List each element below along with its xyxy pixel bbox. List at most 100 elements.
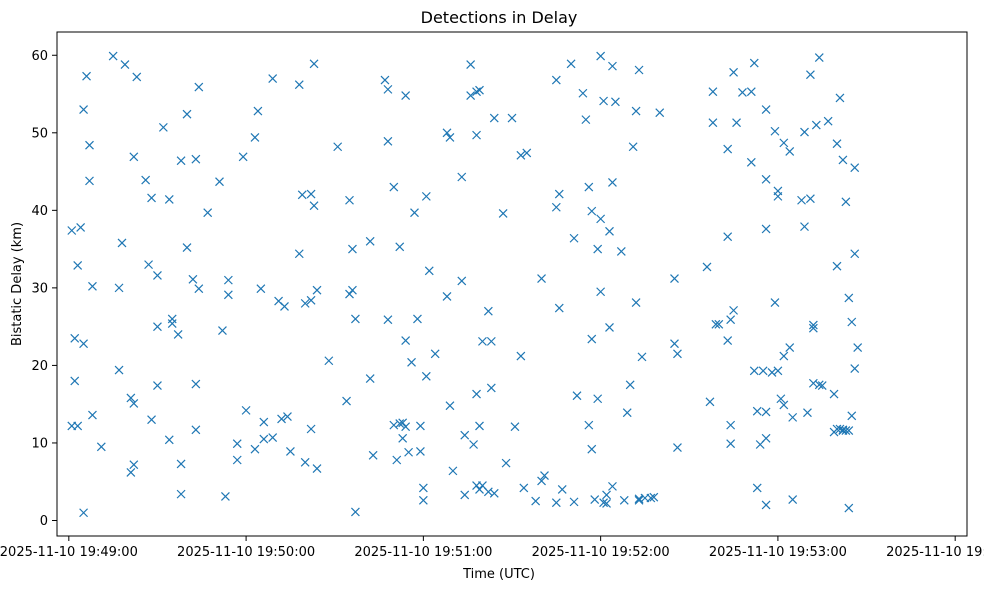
data-point — [708, 87, 718, 97]
data-point — [596, 287, 606, 297]
data-point — [628, 142, 638, 152]
data-point — [602, 490, 611, 500]
x-tick-label: 2025-11-10 19:53:00 — [709, 545, 847, 560]
data-point — [498, 209, 508, 218]
data-point — [445, 133, 455, 142]
data-point — [309, 59, 319, 69]
data-point — [761, 500, 771, 510]
data-point — [593, 244, 603, 254]
data-point — [256, 284, 266, 294]
data-point — [551, 498, 561, 508]
data-point — [79, 508, 89, 518]
data-point — [401, 91, 411, 101]
data-point — [294, 80, 304, 90]
data-point — [232, 455, 242, 465]
data-point — [421, 371, 431, 381]
data-point — [415, 447, 425, 456]
data-point — [203, 208, 213, 218]
data-point — [537, 274, 546, 283]
data-point — [761, 224, 771, 234]
data-point — [758, 366, 768, 376]
data-point — [726, 439, 736, 449]
data-point — [250, 444, 260, 454]
data-point — [442, 128, 452, 138]
axes-background — [57, 32, 967, 536]
data-point — [625, 380, 635, 390]
data-points — [67, 51, 863, 518]
data-point — [404, 447, 414, 457]
data-point — [153, 271, 162, 280]
data-point — [306, 189, 316, 199]
data-point — [117, 238, 127, 248]
data-point — [608, 61, 617, 71]
data-point — [345, 195, 354, 205]
data-point — [752, 406, 762, 416]
data-point — [129, 460, 139, 470]
data-point — [85, 140, 94, 150]
data-point — [333, 142, 343, 152]
data-point — [395, 242, 405, 252]
data-point — [761, 105, 771, 114]
data-point — [723, 144, 733, 154]
data-point — [554, 189, 564, 199]
data-point — [445, 401, 455, 411]
data-point — [557, 485, 567, 494]
data-point — [841, 197, 851, 207]
data-point — [847, 411, 857, 421]
data-point — [797, 195, 806, 205]
data-point — [844, 426, 854, 435]
data-point — [637, 352, 647, 362]
data-point — [808, 378, 818, 388]
data-point — [723, 336, 733, 346]
data-point — [469, 440, 479, 449]
data-point — [85, 176, 94, 186]
data-point — [584, 420, 594, 430]
data-point — [507, 113, 517, 123]
data-point — [126, 467, 136, 477]
data-point — [96, 442, 106, 452]
data-point — [808, 323, 818, 333]
data-point — [418, 495, 428, 505]
data-point — [516, 150, 526, 160]
data-point — [277, 414, 286, 424]
data-point — [215, 177, 224, 187]
data-point — [73, 421, 83, 431]
data-point — [383, 84, 393, 94]
data-point — [147, 193, 156, 203]
data-point — [475, 421, 484, 431]
y-tick-label: 30 — [31, 281, 48, 296]
data-point — [726, 420, 736, 430]
data-point — [191, 425, 201, 435]
data-point — [749, 58, 759, 68]
data-point — [610, 97, 620, 107]
data-point — [714, 319, 724, 329]
data-point — [785, 146, 795, 156]
data-point — [158, 122, 168, 132]
data-point — [752, 483, 762, 493]
data-point — [486, 383, 496, 393]
y-tick-label: 40 — [31, 204, 48, 219]
data-point — [389, 420, 399, 430]
data-point — [850, 364, 860, 373]
data-point — [805, 70, 815, 80]
data-point — [460, 430, 470, 440]
data-point — [605, 226, 614, 236]
data-point — [401, 336, 411, 346]
data-point — [773, 191, 783, 201]
y-axis-ticks: 0 10 20 30 40 50 60 — [31, 49, 57, 529]
data-point — [770, 126, 780, 136]
data-point — [779, 351, 789, 361]
data-point — [599, 96, 609, 106]
data-point — [593, 394, 603, 404]
data-point — [590, 495, 600, 504]
y-axis-label: Bistatic Delay (km) — [10, 222, 25, 346]
data-point — [486, 336, 496, 346]
data-point — [182, 243, 192, 252]
data-point — [761, 433, 771, 443]
data-point — [472, 389, 481, 399]
data-point — [348, 244, 357, 254]
data-point — [483, 306, 493, 316]
data-point — [767, 367, 777, 377]
data-point — [300, 298, 310, 308]
